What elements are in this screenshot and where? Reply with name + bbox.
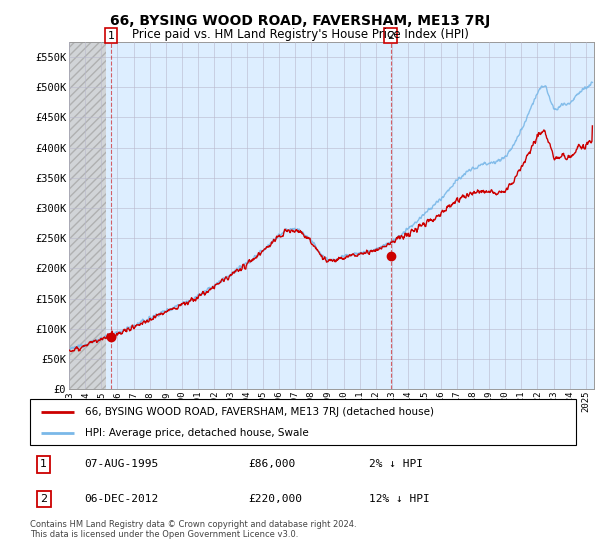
Text: £86,000: £86,000: [248, 459, 296, 469]
FancyBboxPatch shape: [30, 399, 576, 445]
Text: 2% ↓ HPI: 2% ↓ HPI: [368, 459, 422, 469]
Text: 2: 2: [387, 31, 394, 41]
Text: 06-DEC-2012: 06-DEC-2012: [85, 494, 159, 504]
Text: 2: 2: [40, 494, 47, 504]
Text: Price paid vs. HM Land Registry's House Price Index (HPI): Price paid vs. HM Land Registry's House …: [131, 28, 469, 41]
Text: HPI: Average price, detached house, Swale: HPI: Average price, detached house, Swal…: [85, 428, 308, 438]
Bar: [69, 39, 106, 389]
Text: 66, BYSING WOOD ROAD, FAVERSHAM, ME13 7RJ (detached house): 66, BYSING WOOD ROAD, FAVERSHAM, ME13 7R…: [85, 407, 434, 417]
Text: 07-AUG-1995: 07-AUG-1995: [85, 459, 159, 469]
Text: Contains HM Land Registry data © Crown copyright and database right 2024.
This d: Contains HM Land Registry data © Crown c…: [30, 520, 356, 539]
Text: 1: 1: [107, 31, 115, 41]
Text: 1: 1: [40, 459, 47, 469]
Text: £220,000: £220,000: [248, 494, 302, 504]
Text: 66, BYSING WOOD ROAD, FAVERSHAM, ME13 7RJ: 66, BYSING WOOD ROAD, FAVERSHAM, ME13 7R…: [110, 14, 490, 28]
Text: 12% ↓ HPI: 12% ↓ HPI: [368, 494, 429, 504]
